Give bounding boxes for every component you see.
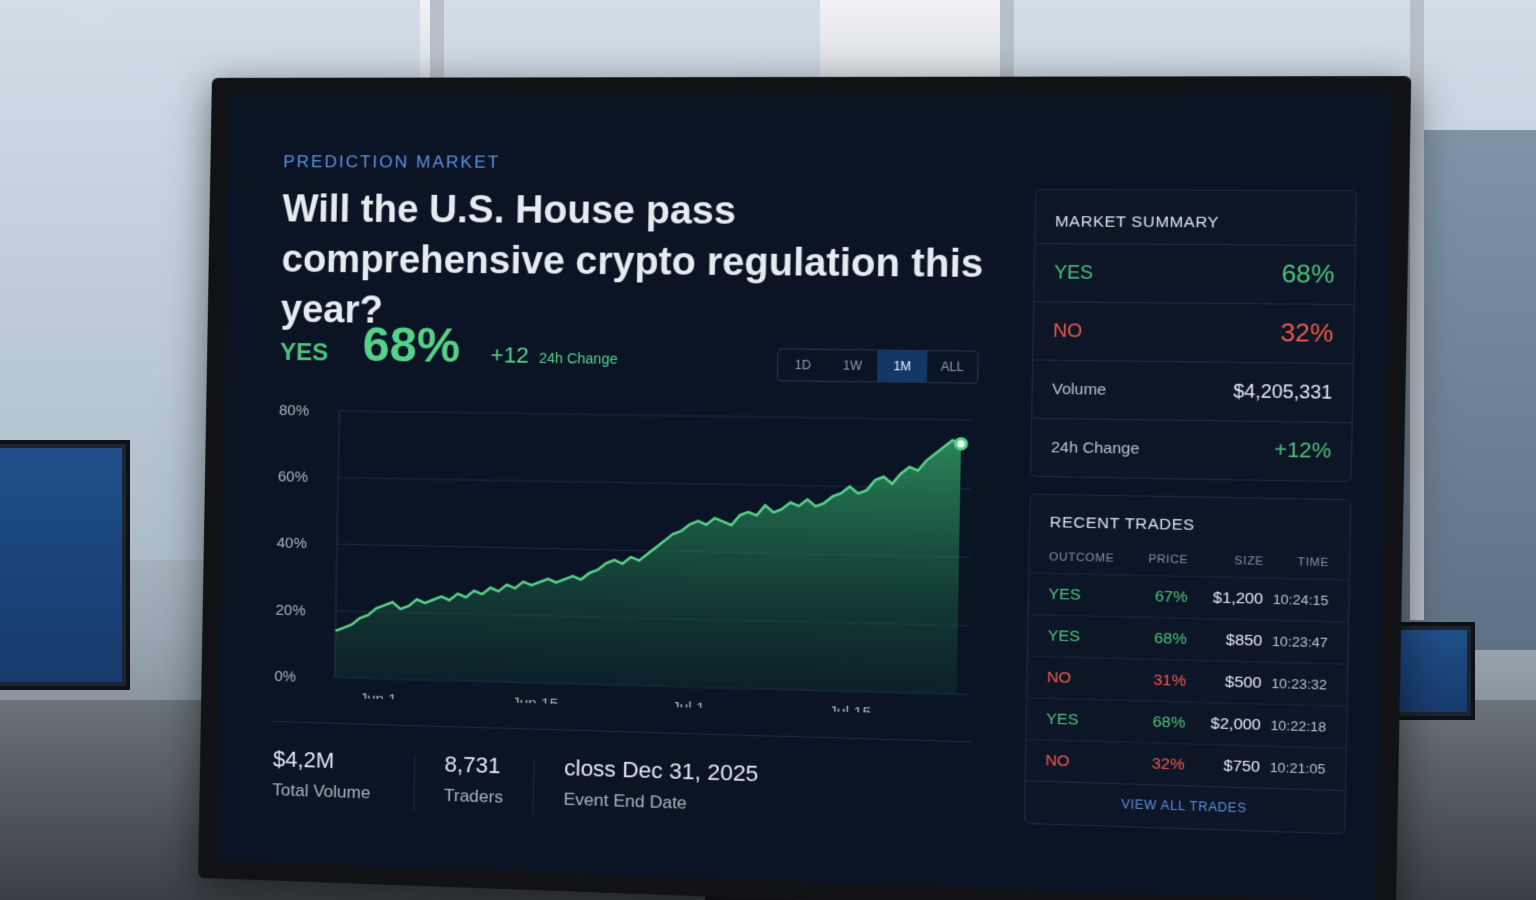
stat-close: closs Dec 31, 2025 Event End Date [563, 755, 758, 816]
y-tick-label: 40% [277, 535, 307, 553]
trade-time: 10:24:15 [1272, 591, 1329, 609]
x-tick-label: Jul 1 [672, 699, 705, 716]
trade-price: 68% [1153, 629, 1187, 649]
summary-yes-row: YES 68% [1034, 243, 1355, 305]
view-all-trades-link[interactable]: VIEW ALL TRADES [1024, 780, 1345, 834]
main-monitor: PREDICTION MARKET Will the U.S. House pa… [198, 76, 1412, 900]
trade-outcome: NO [1046, 668, 1072, 687]
stat-volume-label: Total Volume [272, 780, 371, 803]
range-1w[interactable]: 1W [842, 358, 863, 373]
trade-time: 10:23:32 [1271, 675, 1328, 693]
stat-separator [413, 755, 416, 811]
col-outcome: OUTCOME [1048, 551, 1115, 565]
x-tick-label: Jul 15 [829, 703, 872, 716]
y-tick-label: 80% [279, 402, 309, 420]
market-summary-title: MARKET SUMMARY [1054, 212, 1220, 232]
stats-divider [273, 721, 972, 743]
stat-traders-value: 8,731 [444, 751, 501, 779]
summary-no-label: NO [1052, 320, 1083, 342]
headline-probability-value: 68% [362, 318, 461, 374]
headline-change-value: +12 [490, 342, 529, 368]
probability-chart: 80% 60% 40% 20% 0% Jun 1 Jun 15 Jul 1 Jul 15 [274, 402, 994, 716]
trade-outcome: YES [1045, 710, 1079, 729]
window-frame [1410, 0, 1424, 620]
col-price: PRICE [1148, 553, 1189, 567]
y-tick-label: 20% [275, 601, 305, 619]
summary-volume-value: $4,205,331 [1233, 380, 1333, 403]
trade-price: 68% [1152, 713, 1186, 732]
trade-price: 31% [1153, 671, 1187, 690]
trade-outcome: NO [1045, 751, 1070, 771]
market-summary-panel: MARKET SUMMARY YES 68% NO 32% Volume $4,… [1030, 188, 1358, 483]
dashboard-screen: PREDICTION MARKET Will the U.S. House pa… [216, 92, 1391, 900]
summary-yes-label: YES [1054, 261, 1094, 283]
summary-change-value: +12% [1274, 438, 1332, 463]
stat-volume: $4,2M Total Volume [272, 746, 371, 803]
stat-close-value: closs Dec 31, 2025 [563, 754, 759, 787]
summary-volume-label: Volume [1051, 380, 1107, 399]
trade-size: $500 [1224, 673, 1262, 692]
trade-time: 10:21:05 [1269, 759, 1326, 777]
headline-probability: YES 68% +12 24h Change [280, 317, 619, 376]
headline-outcome-label: YES [279, 338, 329, 367]
col-size: SIZE [1234, 554, 1265, 569]
trade-outcome: YES [1047, 627, 1081, 646]
x-tick-label: Jun 1 [359, 690, 396, 708]
trade-row[interactable]: YES 67% $1,200 10:24:15 [1028, 572, 1349, 622]
range-all[interactable]: ALL [940, 359, 964, 375]
col-time: TIME [1297, 556, 1330, 570]
headline-change-label: 24h Change [538, 349, 618, 367]
range-1m[interactable]: 1M [877, 350, 928, 383]
trade-time: 10:22:18 [1270, 717, 1327, 735]
y-tick-label: 0% [274, 668, 296, 686]
stat-close-label: Event End Date [563, 789, 688, 813]
trade-price: 67% [1154, 587, 1188, 607]
summary-volume-row: Volume $4,205,331 [1032, 359, 1353, 423]
summary-yes-value: 68% [1281, 259, 1335, 289]
background-monitor [0, 440, 130, 690]
chart-endpoint [956, 439, 967, 450]
trade-size: $750 [1223, 757, 1261, 776]
trade-size: $1,200 [1212, 588, 1264, 608]
y-tick-label: 60% [278, 468, 308, 486]
eyebrow-label: PREDICTION MARKET [283, 152, 501, 172]
range-1d[interactable]: 1D [794, 357, 812, 373]
stat-separator [532, 759, 535, 815]
trade-outcome: YES [1048, 585, 1081, 604]
chart-area [334, 430, 962, 695]
stat-traders-label: Traders [443, 785, 504, 807]
recent-trades-title: RECENT TRADES [1049, 513, 1195, 535]
recent-trades-panel: RECENT TRADES OUTCOME PRICE SIZE TIME YE… [1023, 493, 1352, 835]
summary-no-value: 32% [1280, 318, 1334, 348]
stat-traders: 8,731 Traders [444, 751, 504, 808]
time-range-selector: 1D 1W 1M ALL [776, 348, 979, 384]
summary-no-row: NO 32% [1033, 301, 1354, 364]
grid-line [339, 411, 972, 420]
trade-size: $850 [1225, 631, 1263, 650]
trade-price: 32% [1151, 754, 1185, 774]
stat-volume-value: $4,2M [272, 746, 335, 774]
x-tick-label: Jun 15 [512, 694, 559, 713]
summary-change-label: 24h Change [1050, 438, 1140, 458]
summary-change-row: 24h Change +12% [1031, 417, 1352, 482]
trade-time: 10:23:47 [1271, 633, 1328, 651]
trade-size: $2,000 [1210, 714, 1262, 734]
